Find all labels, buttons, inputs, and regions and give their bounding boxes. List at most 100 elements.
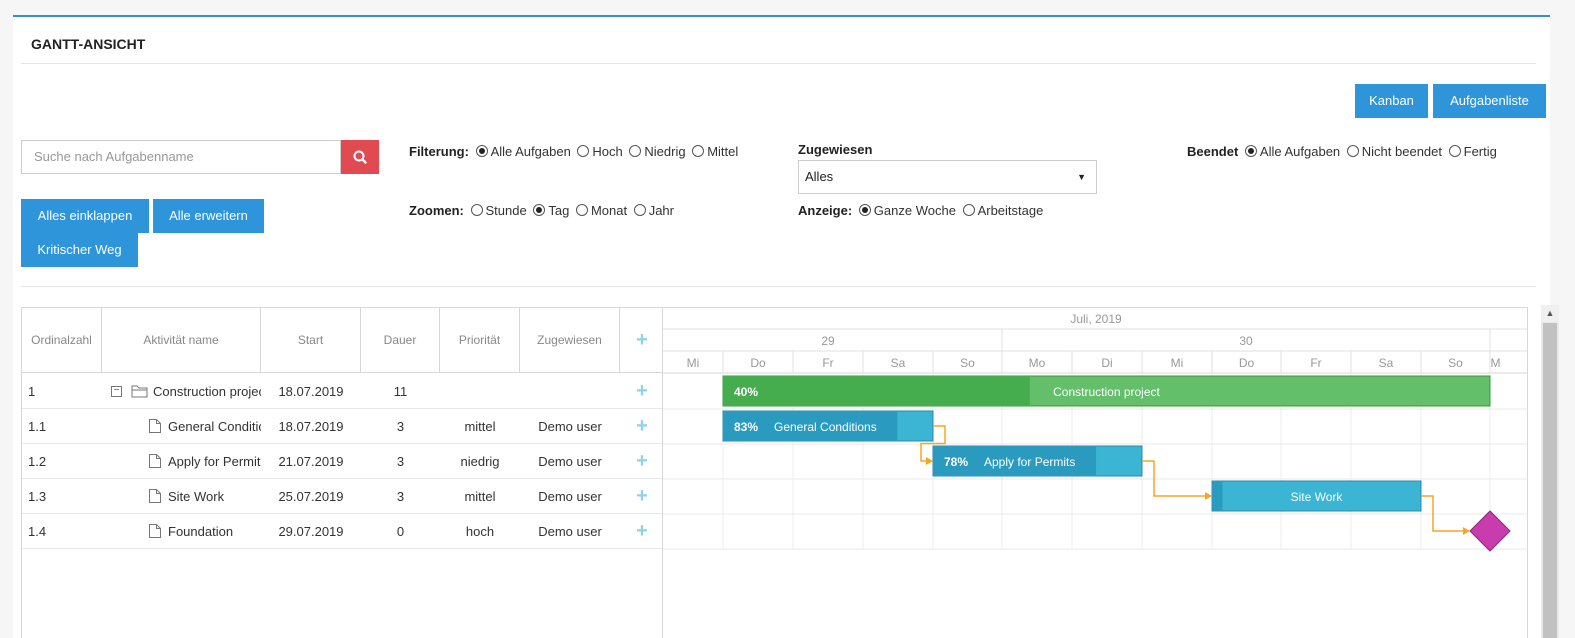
- cell-assigned: Demo user: [538, 454, 602, 469]
- radio-label: Niedrig: [644, 144, 686, 159]
- cell-assigned: Demo user: [538, 489, 602, 504]
- column-header-ordinal[interactable]: Ordinalzahl: [22, 308, 102, 373]
- radio-filter-low[interactable]: [629, 145, 642, 157]
- table-row[interactable]: 1 − Construction project 18.07.2019 11 +: [22, 374, 663, 409]
- task-grid: Ordinalzahl Aktivität name Start Dauer P…: [21, 307, 663, 638]
- cell-duration: 3: [396, 489, 405, 504]
- day-label: Fr: [1310, 356, 1321, 370]
- radio-zoom-hour[interactable]: [470, 204, 483, 216]
- page-title: GANTT-ANSICHT: [31, 36, 146, 52]
- radio-zoom-day[interactable]: [533, 204, 546, 216]
- cell-duration: 0: [396, 524, 405, 539]
- filtering-group: Filterung: Alle Aufgaben Hoch Niedrig Mi…: [409, 144, 738, 159]
- radio-label: Jahr: [648, 203, 674, 218]
- cell-start: 21.07.2019: [278, 454, 344, 469]
- vertical-scrollbar[interactable]: ▲: [1541, 305, 1559, 638]
- search-input[interactable]: Suche nach Aufgabenname: [21, 140, 341, 174]
- radio-finished-done[interactable]: [1448, 145, 1461, 157]
- search-box: Suche nach Aufgabenname: [21, 140, 379, 174]
- gantt-chart-canvas: Juli, 2019 29 30 Mi Do Fr Sa So Mo Di Mi Do Fr Sa So M 4…: [663, 312, 1527, 552]
- table-row[interactable]: 1.1 General Conditions 18.07.2019 3 mittel De…: [22, 409, 663, 444]
- column-header-priority[interactable]: Priorität: [440, 308, 520, 373]
- assigned-label: Zugewiesen: [798, 142, 873, 157]
- display-group: Anzeige: Ganze Woche Arbeitstage: [798, 203, 1043, 218]
- cell-assigned: [520, 374, 620, 409]
- add-subtask-icon[interactable]: +: [636, 380, 648, 402]
- assigned-value: Alles: [805, 169, 834, 184]
- add-subtask-icon[interactable]: +: [636, 415, 648, 437]
- filtering-label: Filterung:: [409, 144, 469, 159]
- finished-label: Beendet: [1187, 144, 1239, 159]
- day-label: So: [1448, 356, 1463, 370]
- radio-label: Alle Aufgaben: [490, 144, 571, 159]
- cell-priority: [440, 374, 520, 409]
- zoom-label: Zoomen:: [409, 203, 464, 218]
- expand-all-button[interactable]: Alle erweitern: [153, 199, 264, 233]
- dependency-link: [1142, 460, 1206, 497]
- radio-zoom-month[interactable]: [575, 204, 588, 216]
- cell-start: 29.07.2019: [278, 524, 344, 539]
- gantt-chart: Juli, 2019 29 30 Mi Do Fr Sa So Mo Di Mi Do Fr Sa So M 4…: [662, 307, 1528, 638]
- radio-display-workdays[interactable]: [962, 204, 975, 216]
- file-icon: [149, 419, 161, 433]
- add-task-icon[interactable]: +: [636, 329, 648, 351]
- scroll-up-icon[interactable]: ▲: [1541, 305, 1559, 322]
- task-bar-percent: 40%: [734, 385, 758, 399]
- day-label: Do: [750, 356, 766, 370]
- task-bar-percent: 78%: [944, 455, 968, 469]
- assigned-select[interactable]: Alles ▼: [798, 160, 1097, 194]
- cell-activity-name: Apply for Permits: [168, 454, 261, 469]
- cell-assigned: Demo user: [538, 419, 602, 434]
- gantt-panel: GANTT-ANSICHT Kanban Aufgabenliste Suche…: [13, 15, 1550, 638]
- cell-priority: niedrig: [460, 454, 500, 469]
- file-icon: [149, 454, 161, 468]
- dependency-arrow: [1205, 492, 1212, 500]
- cell-activity-name: Construction project: [153, 384, 261, 399]
- radio-label: Monat: [590, 203, 628, 218]
- radio-display-week[interactable]: [858, 204, 871, 216]
- cell-assigned: Demo user: [538, 524, 602, 539]
- month-label: Juli, 2019: [1070, 312, 1122, 326]
- table-row[interactable]: 1.2 Apply for Permits 21.07.2019 3 niedrig De…: [22, 444, 663, 479]
- add-subtask-icon[interactable]: +: [636, 485, 648, 507]
- week-label: 30: [1239, 334, 1253, 348]
- radio-label: Alle Aufgaben: [1259, 144, 1341, 159]
- collapse-toggle-icon[interactable]: −: [111, 386, 122, 397]
- radio-finished-all[interactable]: [1244, 145, 1257, 157]
- task-bar-label: General Conditions: [774, 420, 877, 434]
- radio-filter-high[interactable]: [577, 145, 590, 157]
- zoom-group: Zoomen: Stunde Tag Monat Jahr: [409, 203, 674, 218]
- kanban-button[interactable]: Kanban: [1355, 84, 1428, 118]
- task-list-button[interactable]: Aufgabenliste: [1433, 84, 1546, 118]
- column-header-assigned[interactable]: Zugewiesen: [520, 308, 620, 373]
- week-label: 29: [821, 334, 835, 348]
- cell-activity-name: Foundation: [168, 524, 234, 539]
- add-subtask-icon[interactable]: +: [636, 450, 648, 472]
- radio-filter-medium[interactable]: [692, 145, 705, 157]
- day-label: M: [1491, 356, 1501, 370]
- column-header-duration[interactable]: Dauer: [361, 308, 440, 373]
- search-button[interactable]: [341, 140, 379, 174]
- add-subtask-icon[interactable]: +: [636, 520, 648, 542]
- finished-group: Beendet Alle Aufgaben Nicht beendet Fert…: [1187, 144, 1497, 159]
- scrollbar-thumb[interactable]: [1543, 323, 1557, 638]
- radio-filter-all[interactable]: [475, 145, 488, 157]
- search-icon: [353, 150, 367, 164]
- day-label: Sa: [1379, 356, 1394, 370]
- column-header-start[interactable]: Start: [261, 308, 361, 373]
- day-label: Do: [1239, 356, 1255, 370]
- display-label: Anzeige:: [798, 203, 853, 218]
- dependency-arrow: [926, 457, 933, 465]
- collapse-all-button[interactable]: Alles einklappen: [21, 199, 149, 233]
- column-header-name[interactable]: Aktivität name: [102, 308, 261, 373]
- radio-label: Nicht beendet: [1361, 144, 1443, 159]
- radio-finished-not[interactable]: [1346, 145, 1359, 157]
- table-row[interactable]: 1.3 Site Work 25.07.2019 3 mittel Demo user +: [22, 479, 663, 514]
- cell-activity-name: Site Work: [168, 489, 225, 504]
- cell-start: 25.07.2019: [278, 489, 344, 504]
- cell-ordinal: 1.3: [28, 489, 47, 504]
- critical-path-button[interactable]: Kritischer Weg: [21, 233, 138, 267]
- table-row[interactable]: 1.4 Foundation 29.07.2019 0 hoch Demo user +: [22, 514, 663, 549]
- radio-label: Arbeitstage: [977, 203, 1044, 218]
- radio-zoom-year[interactable]: [633, 204, 646, 216]
